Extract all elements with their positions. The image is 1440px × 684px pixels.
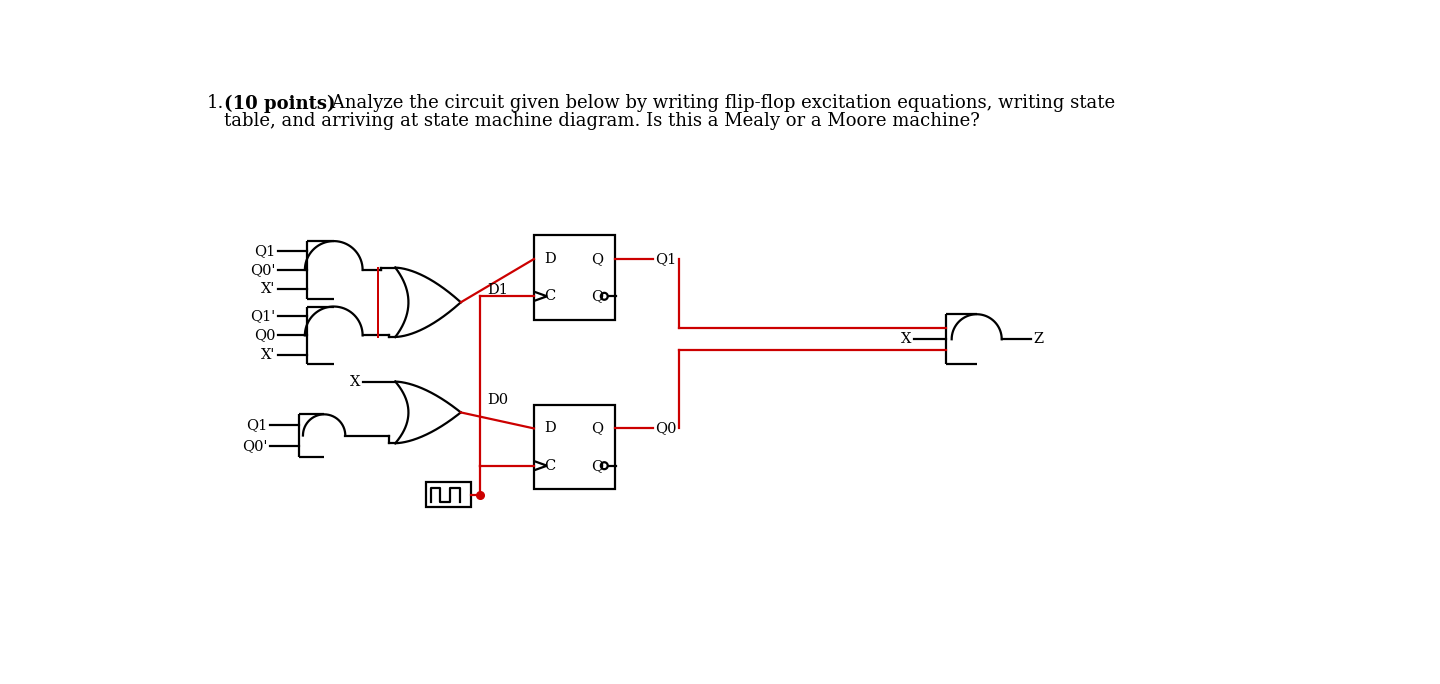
Bar (534, 405, 615, 490)
Text: Q: Q (590, 289, 603, 303)
Text: X': X' (261, 282, 275, 296)
Text: Q0: Q0 (655, 421, 677, 436)
Text: (10 points): (10 points) (223, 94, 336, 113)
Text: 1.: 1. (207, 94, 225, 112)
Text: D1: D1 (487, 283, 508, 297)
Bar (426, 482, 471, 507)
Text: D: D (544, 421, 556, 436)
Text: Q1: Q1 (655, 252, 677, 266)
Text: C: C (544, 289, 556, 303)
Text: Q0': Q0' (249, 263, 275, 277)
Text: D: D (544, 252, 556, 266)
Text: Q0: Q0 (253, 328, 275, 343)
Text: Q1: Q1 (246, 418, 268, 432)
Text: Q: Q (590, 459, 603, 473)
Text: Q1: Q1 (253, 244, 275, 258)
Bar (534, 235, 615, 320)
Text: Q0': Q0' (242, 439, 268, 453)
Text: table, and arriving at state machine diagram. Is this a Mealy or a Moore machine: table, and arriving at state machine dia… (223, 112, 979, 130)
Text: Q: Q (590, 252, 603, 266)
Text: X: X (350, 375, 360, 389)
Text: C: C (544, 459, 556, 473)
Text: X: X (901, 332, 912, 346)
Text: Q: Q (590, 421, 603, 436)
Text: Q1': Q1' (251, 309, 275, 323)
Text: X': X' (261, 347, 275, 362)
Text: Analyze the circuit given below by writing flip-flop excitation equations, writi: Analyze the circuit given below by writi… (325, 94, 1115, 112)
Text: Z: Z (1034, 332, 1044, 346)
Text: D0: D0 (487, 393, 508, 407)
